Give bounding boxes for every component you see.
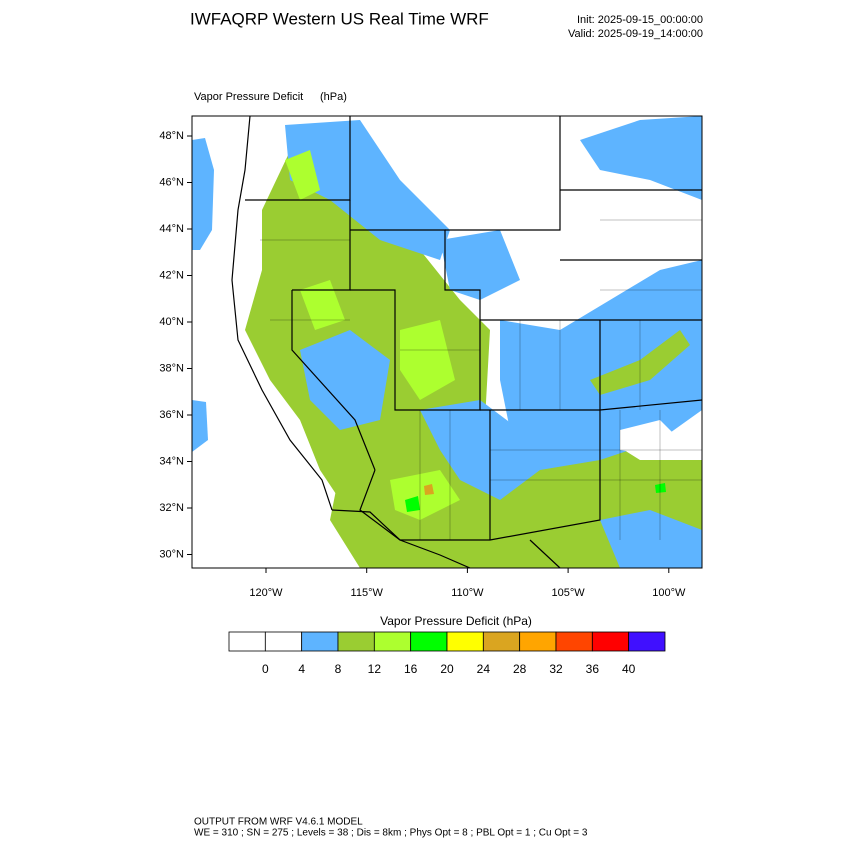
lat-label: 38°N [159,362,184,374]
colorbar-box [628,631,666,652]
field-units: (hPa) [320,91,347,103]
vpd-region [192,138,214,250]
vpd-region [300,280,345,330]
colorbar-tick-label: 20 [440,662,454,676]
colorbar-box [519,631,557,652]
colorbar-box [410,631,448,652]
colorbar-box [591,631,630,652]
colorbar-tick-label: 0 [262,662,269,676]
vpd-region [405,496,420,512]
lon-label: 100°W [652,587,686,599]
lat-label: 44°N [159,223,184,235]
lon-label: 105°W [552,587,586,599]
vpd-region [440,230,520,300]
colorbar-title: Vapor Pressure Deficit (hPa) [380,614,532,628]
lat-label: 46°N [159,176,184,188]
lat-label: 34°N [159,455,184,467]
colorbar-tick-label: 12 [368,662,382,676]
footer-line: OUTPUT FROM WRF V4.6.1 MODEL [194,817,363,828]
lat-label: 30°N [159,548,184,560]
footer-line: WE = 310 ; SN = 275 ; Levels = 38 ; Dis … [194,828,588,839]
lon-label: 110°W [451,587,484,599]
map-field [192,116,702,568]
vpd-region [245,125,490,500]
map-frame [191,115,703,569]
colorbar-tick-label: 36 [586,662,600,676]
vpd-region [285,120,450,260]
vpd-region [400,320,455,400]
colorbar-tick-label: 32 [549,662,563,676]
lon-label: 120°W [249,587,283,599]
colorbar-tick-label: 8 [335,662,342,676]
field-name: Vapor Pressure Deficit [194,91,303,103]
lat-label: 40°N [159,316,184,328]
colorbar-box [264,631,303,652]
vpd-region [500,260,702,470]
vpd-region [620,420,680,455]
lat-label: 32°N [159,502,184,514]
vpd-region [580,116,702,200]
map-labels: 48°N 46°N 44°N 42°N 40°N 38°N 36°N 34°N 32°N 30°N… [159,130,686,599]
colorbar-tick-label: 40 [622,662,636,676]
colorbar-box [373,631,412,652]
colorbar: 0 4 8 12 16 20 24 28 32 36 40 [228,631,666,676]
vpd-region [424,484,434,495]
colorbar-box [301,631,339,652]
colorbar-box [482,631,521,652]
vpd-region [600,510,702,568]
vpd-region [655,483,666,493]
vpd-region [192,400,208,452]
colorbar-box [446,631,484,652]
colorbar-tick-label: 16 [404,662,418,676]
colorbar-tick-label: 28 [513,662,527,676]
title: IWFAQRP Western US Real Time WRF [190,9,489,28]
lon-label: 115°W [351,587,384,599]
init-time: Init: 2025-09-15_00:00:00 [577,14,703,26]
colorbar-box [228,631,266,652]
lat-label: 42°N [159,269,184,281]
colorbar-box [337,631,375,652]
vpd-region [285,150,320,200]
lat-label: 48°N [159,130,184,142]
colorbar-box [555,631,593,652]
colorbar-tick-label: 24 [477,662,491,676]
lat-label: 36°N [159,409,184,421]
colorbar-tick-label: 4 [298,662,305,676]
valid-time: Valid: 2025-09-19_14:00:00 [568,28,703,40]
vpd-region [300,330,390,430]
boundaries [231,116,702,568]
